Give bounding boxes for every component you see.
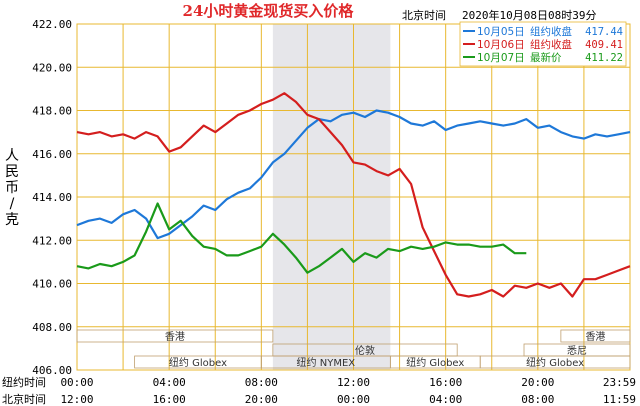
session-label: 香港 — [165, 331, 185, 343]
plot-frame — [76, 23, 631, 371]
y-tick-label: 422.00 — [32, 18, 72, 31]
y-axis-ticks: 406.00 408.00 410.00 412.00 414.00 416.00 418.… — [32, 18, 72, 377]
legend-series-value: 411.22 — [585, 52, 623, 64]
legend-series-label: 组约收盘 — [530, 38, 572, 51]
session-label: 纽约 Globex — [169, 356, 227, 369]
grid — [77, 23, 630, 371]
y-tick-label: 412.00 — [32, 234, 72, 247]
x-tick-label: 08:00 — [245, 376, 278, 389]
x-tick-label: 04:00 — [429, 393, 462, 406]
legend-series-value: 409.41 — [585, 39, 623, 51]
series-line-3 — [76, 202, 527, 274]
legend: 10月05日 组约收盘 417.44 10月06日 组约收盘 409.41 10月07日 最新… — [459, 21, 627, 67]
x-tick-label: 12:00 — [337, 376, 370, 389]
legend-box — [459, 21, 627, 67]
y-axis-label-char: 币 — [5, 180, 19, 196]
y-tick-label: 416.00 — [32, 148, 72, 161]
legend-series-name: 10月07日 — [477, 52, 525, 64]
chart-title: 24小时黄金现货买入价格 — [183, 2, 355, 20]
x-tick-label: 08:00 — [521, 393, 554, 406]
y-axis-label-char: 民 — [5, 164, 19, 180]
session-label: 纽约 Globex — [526, 356, 584, 369]
x-axes: 纽约时间 00:00 04:00 08:00 12:00 16:00 20:00 23:59 北… — [2, 375, 636, 406]
session-bracket — [76, 329, 274, 343]
x-tick-label: 16:00 — [429, 376, 462, 389]
session-label: 香港 — [585, 331, 605, 343]
y-tick-label: 420.00 — [32, 61, 72, 74]
x-tick-label: 00:00 — [337, 393, 370, 406]
legend-series-value: 417.44 — [585, 26, 623, 38]
timestamp-label: 北京时间 — [402, 8, 446, 22]
session-label: 纽约 Globex — [406, 356, 464, 369]
x-axis-label: 北京时间 — [2, 392, 46, 406]
y-tick-label: 414.00 — [32, 191, 72, 204]
x-tick-label: 00:00 — [60, 376, 93, 389]
x-tick-label: 20:00 — [245, 393, 278, 406]
y-tick-label: 408.00 — [32, 321, 72, 334]
session-label: 纽约 NYMEX — [297, 356, 356, 369]
legend-series-name: 10月06日 — [477, 39, 525, 51]
x-tick-label: 20:00 — [521, 376, 554, 389]
series-line-2 — [76, 92, 631, 298]
x-axis-label: 纽约时间 — [2, 375, 46, 389]
y-axis-label-char: / — [10, 196, 15, 212]
y-axis-label-char: 克 — [5, 212, 19, 228]
session-label: 悉尼 — [567, 345, 587, 357]
x-tick-label: 12:00 — [60, 393, 93, 406]
y-axis-label-char: 人 — [5, 148, 19, 164]
y-tick-label: 406.00 — [32, 364, 72, 377]
y-tick-label: 410.00 — [32, 278, 72, 291]
timestamp-value: 2020年10月08日08时39分 — [462, 8, 596, 22]
session-bracket — [479, 355, 631, 369]
x-tick-label: 23:59 — [603, 376, 636, 389]
x-tick-label: 11:59 — [603, 393, 636, 406]
session-label: 伦敦 — [355, 344, 375, 357]
x-tick-label: 16:00 — [153, 393, 186, 406]
y-axis-label: 人民币/克 — [5, 148, 19, 228]
session-bracket — [560, 329, 631, 343]
legend-series-label: 组约收盘 — [530, 25, 572, 38]
x-tick-label: 04:00 — [153, 376, 186, 389]
legend-series-label: 最新价 — [530, 51, 562, 64]
legend-series-name: 10月05日 — [477, 26, 525, 38]
series-line-1 — [76, 109, 631, 240]
price-series — [76, 92, 631, 298]
y-tick-label: 418.00 — [32, 105, 72, 118]
